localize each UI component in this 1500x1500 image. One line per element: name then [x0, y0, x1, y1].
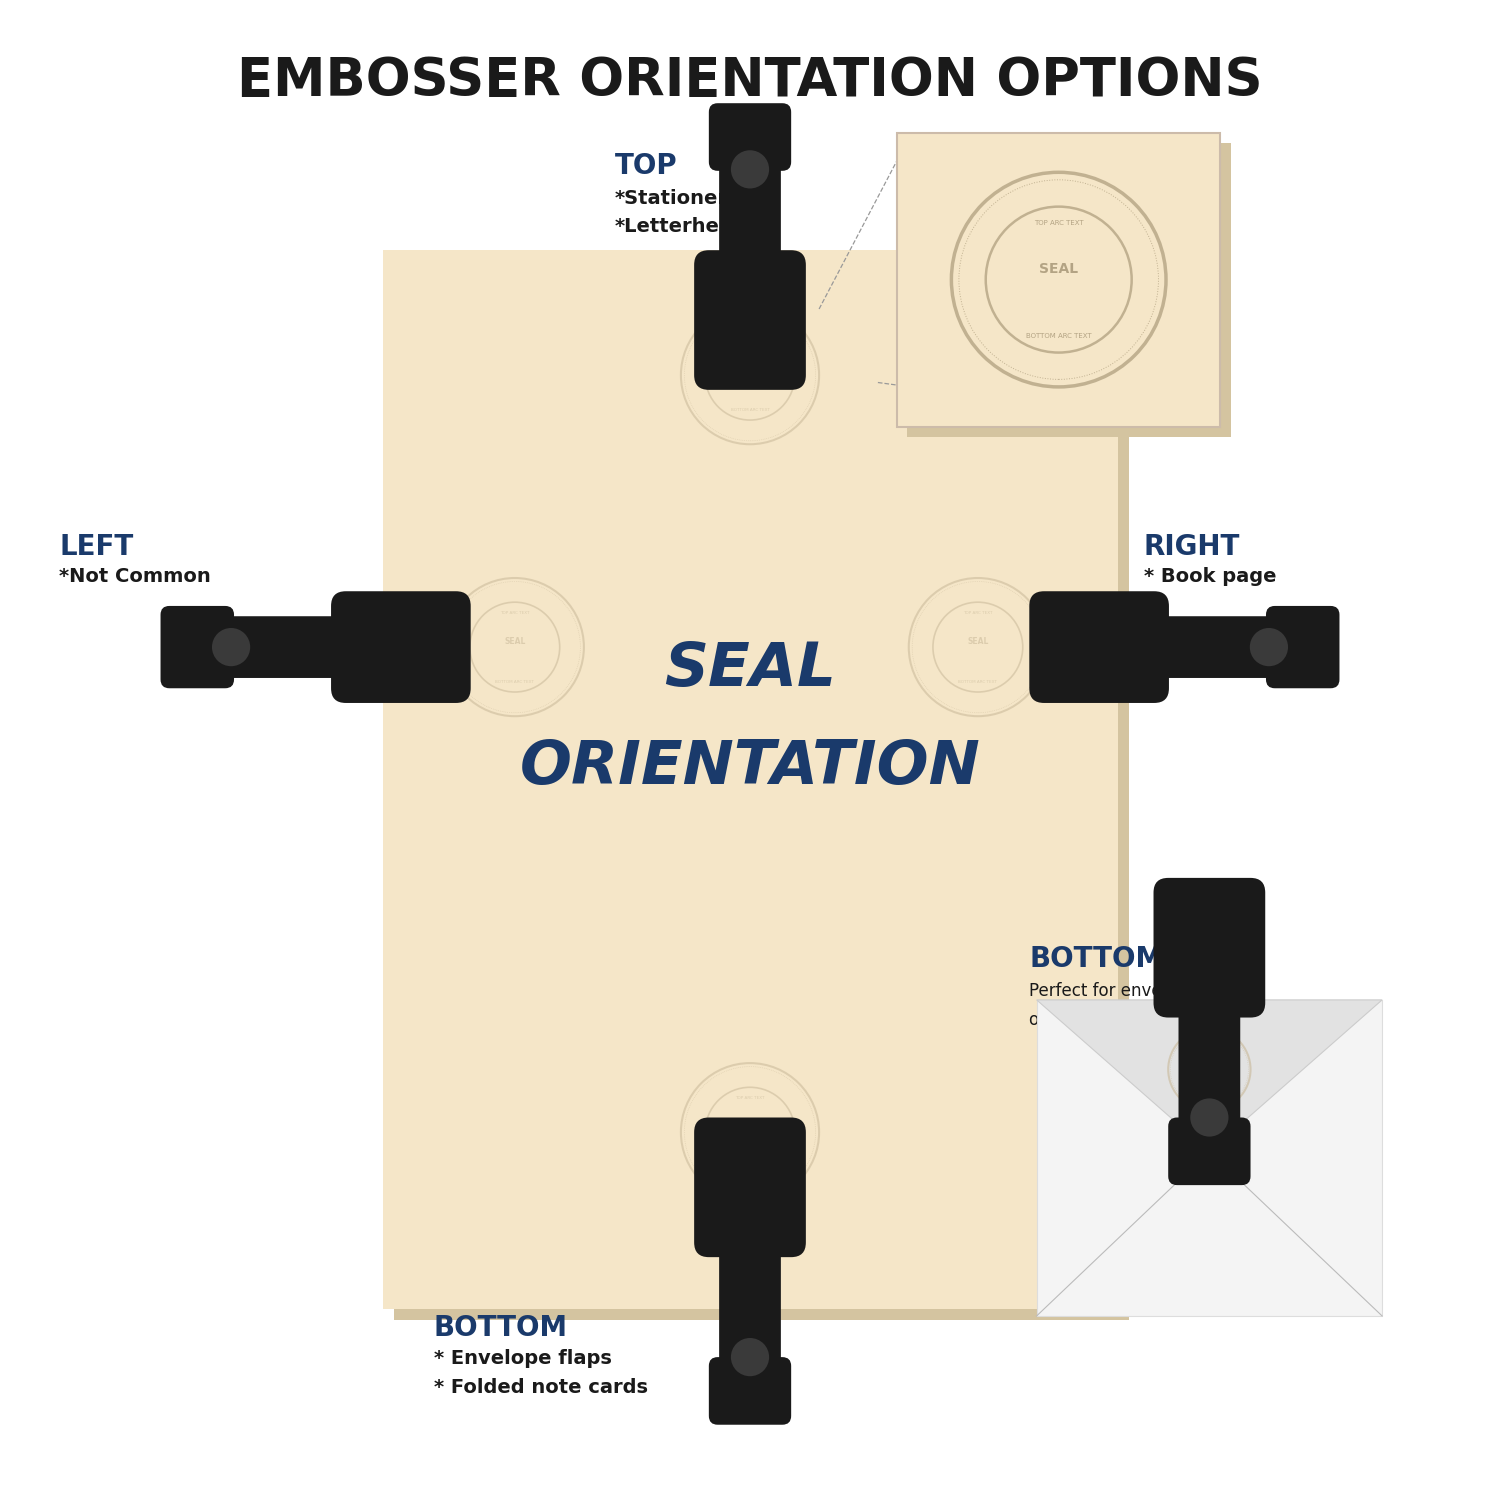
Circle shape: [1250, 628, 1288, 666]
Text: RIGHT: RIGHT: [1144, 532, 1240, 561]
Text: SEAL: SEAL: [740, 1122, 760, 1131]
FancyBboxPatch shape: [209, 616, 364, 678]
FancyBboxPatch shape: [394, 262, 1130, 1320]
Text: EMBOSSER ORIENTATION OPTIONS: EMBOSSER ORIENTATION OPTIONS: [237, 56, 1263, 106]
FancyBboxPatch shape: [1179, 984, 1240, 1140]
FancyBboxPatch shape: [710, 104, 791, 171]
FancyBboxPatch shape: [897, 132, 1221, 426]
Polygon shape: [1036, 1000, 1382, 1152]
Text: Perfect for envelope flaps: Perfect for envelope flaps: [1029, 982, 1242, 1000]
FancyBboxPatch shape: [382, 251, 1118, 1308]
FancyBboxPatch shape: [718, 128, 782, 284]
Text: BOTTOM: BOTTOM: [1029, 945, 1164, 972]
Text: or bottom of page seals: or bottom of page seals: [1029, 1011, 1227, 1029]
Circle shape: [1191, 1098, 1228, 1137]
Text: *Stationery: *Stationery: [615, 189, 741, 209]
Text: BOTTOM ARC TEXT: BOTTOM ARC TEXT: [730, 1164, 770, 1168]
Text: LEFT: LEFT: [58, 532, 134, 561]
Text: TOP ARC TEXT: TOP ARC TEXT: [735, 1095, 765, 1100]
Text: ORIENTATION: ORIENTATION: [519, 738, 981, 796]
FancyBboxPatch shape: [1168, 1118, 1251, 1185]
Text: BOTTOM ARC TEXT: BOTTOM ARC TEXT: [730, 408, 770, 411]
Circle shape: [730, 150, 770, 189]
Text: *Letterhead: *Letterhead: [615, 217, 747, 236]
Text: TOP: TOP: [615, 153, 678, 180]
FancyBboxPatch shape: [1154, 878, 1264, 1017]
FancyBboxPatch shape: [332, 591, 471, 703]
Text: TOP ARC TEXT: TOP ARC TEXT: [735, 339, 765, 342]
Circle shape: [730, 1338, 770, 1376]
Text: *Not Common: *Not Common: [58, 567, 211, 586]
Text: SEAL: SEAL: [968, 638, 988, 646]
FancyBboxPatch shape: [1036, 1000, 1382, 1316]
Text: TOP ARC TEXT: TOP ARC TEXT: [1194, 1047, 1224, 1052]
Text: * Envelope flaps: * Envelope flaps: [433, 1348, 612, 1368]
Text: TOP ARC TEXT: TOP ARC TEXT: [963, 610, 993, 615]
FancyBboxPatch shape: [694, 1118, 806, 1257]
Text: SEAL: SEAL: [1198, 1062, 1219, 1071]
FancyBboxPatch shape: [1029, 591, 1168, 703]
Text: SEAL: SEAL: [504, 638, 525, 646]
FancyBboxPatch shape: [908, 142, 1230, 436]
FancyBboxPatch shape: [710, 1358, 791, 1425]
FancyBboxPatch shape: [1136, 616, 1292, 678]
FancyBboxPatch shape: [160, 606, 234, 688]
FancyBboxPatch shape: [1266, 606, 1340, 688]
Text: TOP ARC TEXT: TOP ARC TEXT: [500, 610, 530, 615]
Text: TOP ARC TEXT: TOP ARC TEXT: [1034, 219, 1083, 225]
Text: * Folded note cards: * Folded note cards: [433, 1378, 648, 1398]
Text: SEAL: SEAL: [1040, 262, 1078, 276]
Text: BOTTOM ARC TEXT: BOTTOM ARC TEXT: [1026, 333, 1092, 339]
FancyBboxPatch shape: [718, 1224, 782, 1379]
Text: BOTTOM ARC TEXT: BOTTOM ARC TEXT: [1190, 1088, 1228, 1092]
Text: SEAL: SEAL: [740, 364, 760, 374]
FancyBboxPatch shape: [694, 251, 806, 390]
Circle shape: [211, 628, 250, 666]
Text: * Book page: * Book page: [1144, 567, 1276, 586]
Text: BOTTOM ARC TEXT: BOTTOM ARC TEXT: [958, 680, 998, 684]
Text: BOTTOM ARC TEXT: BOTTOM ARC TEXT: [495, 680, 534, 684]
Text: SEAL: SEAL: [664, 639, 836, 699]
Text: BOTTOM: BOTTOM: [433, 1314, 568, 1341]
